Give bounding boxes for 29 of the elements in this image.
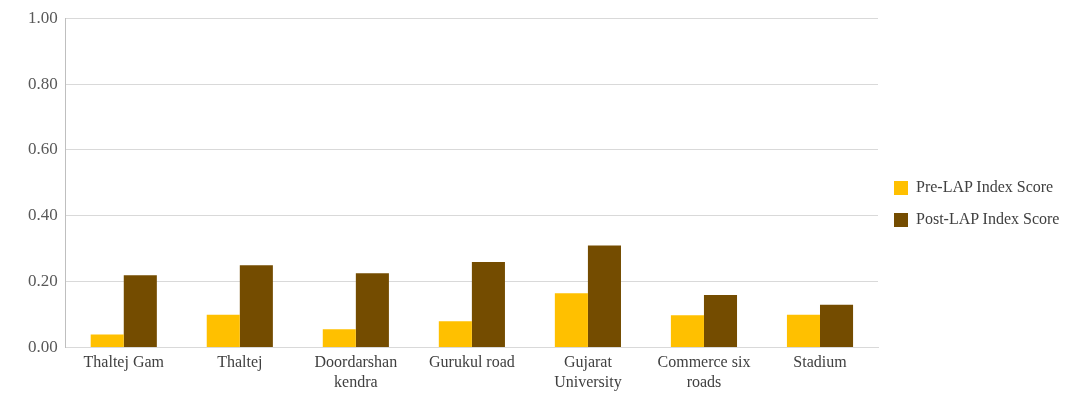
y-tick-label: 0.40 bbox=[28, 205, 58, 225]
bar bbox=[438, 321, 472, 348]
bar bbox=[123, 275, 157, 348]
legend-label: Pre-LAP Index Score bbox=[916, 178, 1054, 196]
bar bbox=[355, 273, 389, 348]
y-tick-label: 0.60 bbox=[28, 139, 58, 159]
bar bbox=[554, 293, 588, 348]
bar bbox=[820, 304, 854, 348]
y-tick-label: 1.00 bbox=[28, 7, 58, 27]
x-tick-label: Thaltej bbox=[217, 353, 263, 372]
y-tick-label: 0.80 bbox=[28, 73, 58, 93]
bar bbox=[587, 245, 621, 348]
y-tick-label: 0.20 bbox=[28, 271, 58, 291]
x-tick-label: Gurukul road bbox=[429, 353, 515, 371]
x-tick-label: Doordarshan kendra bbox=[314, 353, 398, 390]
x-tick-label: Stadium bbox=[793, 353, 848, 371]
x-tick-label: Thaltej Gam bbox=[83, 353, 165, 372]
bar bbox=[239, 265, 273, 348]
bar bbox=[90, 334, 124, 348]
bar bbox=[670, 315, 704, 348]
bar bbox=[786, 314, 820, 348]
legend-label: Post-LAP Index Score bbox=[916, 210, 1060, 228]
x-tick-label: Commerce six roads bbox=[657, 353, 751, 390]
bar bbox=[322, 329, 356, 348]
y-tick-label: 0.00 bbox=[28, 337, 58, 357]
bar bbox=[471, 261, 505, 348]
x-tick-label: Gujarat University bbox=[554, 353, 622, 391]
bar bbox=[703, 294, 738, 348]
bar bbox=[206, 314, 240, 348]
